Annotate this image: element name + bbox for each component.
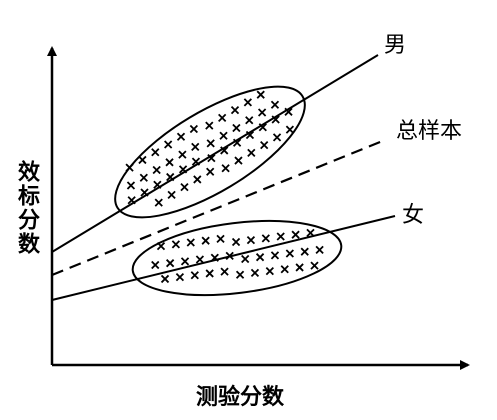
male-line bbox=[51, 54, 379, 253]
cross bbox=[193, 175, 202, 184]
cross bbox=[153, 180, 162, 189]
cross bbox=[230, 106, 240, 115]
cross bbox=[295, 263, 304, 272]
cross bbox=[190, 271, 199, 280]
cross bbox=[154, 198, 163, 207]
cross bbox=[205, 269, 214, 278]
cross bbox=[310, 261, 319, 270]
cross bbox=[164, 140, 173, 149]
cross bbox=[250, 268, 260, 278]
cross bbox=[206, 167, 215, 176]
cross bbox=[276, 232, 285, 241]
cross bbox=[186, 238, 195, 247]
female-label: 女 bbox=[402, 203, 424, 228]
cross bbox=[245, 130, 255, 140]
cross bbox=[156, 242, 166, 251]
cross bbox=[180, 183, 189, 192]
cross bbox=[166, 172, 175, 182]
cross bbox=[220, 146, 229, 155]
cross bbox=[260, 140, 269, 150]
cross bbox=[221, 164, 230, 173]
cross bbox=[126, 181, 136, 190]
cross bbox=[231, 237, 241, 247]
cross bbox=[235, 270, 245, 279]
cross bbox=[151, 148, 160, 157]
cross bbox=[180, 257, 190, 266]
cross bbox=[195, 255, 205, 264]
cross bbox=[176, 132, 186, 141]
cross bbox=[127, 196, 136, 205]
cross bbox=[189, 124, 199, 134]
cross bbox=[138, 155, 147, 165]
cross bbox=[241, 254, 250, 264]
male-label: 男 bbox=[384, 33, 406, 58]
cross bbox=[300, 247, 309, 256]
cross bbox=[306, 228, 315, 237]
cross bbox=[206, 139, 215, 148]
cross bbox=[234, 156, 243, 165]
cross bbox=[167, 190, 176, 200]
cross bbox=[178, 150, 187, 159]
cross bbox=[272, 133, 282, 142]
cross bbox=[291, 230, 300, 239]
cross bbox=[191, 157, 201, 166]
cross bbox=[280, 265, 289, 274]
cross bbox=[270, 100, 280, 109]
cross bbox=[220, 267, 229, 276]
cross bbox=[151, 260, 160, 270]
cross bbox=[258, 123, 267, 132]
cross bbox=[205, 121, 214, 130]
cross bbox=[245, 116, 254, 125]
y-axis-label: 效标分数 bbox=[14, 160, 39, 256]
cross bbox=[219, 131, 228, 140]
cross bbox=[225, 251, 234, 261]
cross bbox=[160, 274, 170, 284]
cross bbox=[271, 115, 280, 124]
total-line bbox=[51, 138, 386, 277]
cross bbox=[285, 125, 295, 134]
cross bbox=[201, 236, 210, 245]
male-ellipse bbox=[114, 85, 306, 219]
scatter-crosses bbox=[125, 90, 324, 284]
cross bbox=[152, 165, 161, 175]
cross bbox=[270, 251, 280, 260]
cross bbox=[246, 236, 256, 245]
cross bbox=[175, 272, 185, 282]
cross bbox=[171, 240, 181, 249]
female-line bbox=[51, 215, 396, 301]
cross bbox=[257, 108, 267, 117]
cross bbox=[315, 245, 324, 255]
cross bbox=[256, 90, 265, 99]
cross bbox=[165, 259, 175, 268]
cross bbox=[243, 98, 253, 107]
cross bbox=[216, 234, 225, 243]
cross bbox=[232, 138, 242, 147]
total-label: 总样本 bbox=[396, 119, 462, 144]
cross bbox=[165, 158, 174, 167]
cross bbox=[210, 253, 219, 262]
cross bbox=[247, 148, 256, 157]
cross bbox=[191, 142, 200, 152]
cross bbox=[255, 253, 265, 262]
cross bbox=[232, 123, 241, 133]
cross bbox=[207, 154, 216, 163]
cross bbox=[284, 107, 293, 116]
cross bbox=[285, 249, 294, 258]
cross bbox=[125, 163, 134, 172]
cross bbox=[140, 188, 149, 197]
female-ellipse bbox=[131, 219, 343, 297]
cross bbox=[178, 165, 188, 174]
x-axis-label: 测验分数 bbox=[196, 384, 285, 410]
cross bbox=[261, 234, 270, 243]
cross bbox=[265, 266, 274, 276]
cross bbox=[218, 113, 227, 123]
cross bbox=[139, 173, 148, 182]
